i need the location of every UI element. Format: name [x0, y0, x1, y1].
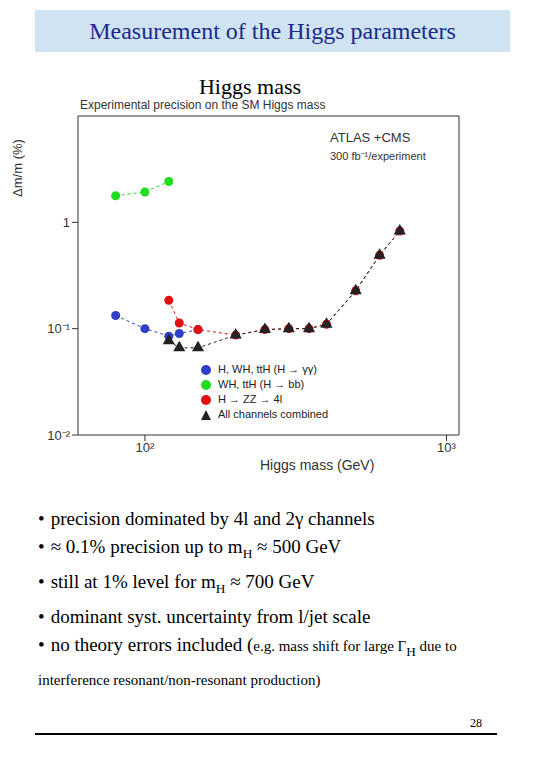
html-text:• no theory errors included (e: • no theory errors included (e.g. mass s… [38, 633, 457, 689]
html-text:WH, ttH (H → bb): WH, ttH (H → bb) [218, 378, 305, 390]
svg-text:10⁻²: 10⁻² [47, 428, 70, 443]
html-text:• ≈ 0.1% precision up to mH≈ 5: • ≈ 0.1% precision up to mH≈ 500 GeV [38, 536, 342, 561]
html-text:Higgs mass (GeV): Higgs mass (GeV) [260, 457, 375, 473]
svg-text:10⁻¹: 10⁻¹ [47, 321, 70, 336]
html-text:Measurement of the Higgs param: Measurement of the Higgs parameters [89, 17, 456, 44]
html-text:• dominant syst. uncertainty f: • dominant syst. uncertainty from l/jet … [38, 605, 371, 627]
html-text:• precision dominated by 4l an: • precision dominated by 4l and 2γ chann… [38, 508, 375, 529]
html-text:• still at 1% level for mH≈ 70: • still at 1% level for mH≈ 700 GeV [38, 570, 315, 596]
html-text:300 fb⁻¹/experiment: 300 fb⁻¹/experiment [330, 150, 426, 162]
html-text:28: 28 [470, 716, 482, 730]
svg-text:10²: 10² [136, 440, 155, 455]
html-text:ATLAS +CMS: ATLAS +CMS [330, 130, 411, 145]
html-text:Δm/m (%): Δm/m (%) [10, 139, 25, 197]
html-text:H → ZZ → 4l: H → ZZ → 4l [218, 393, 283, 405]
svg-text:1: 1 [63, 215, 70, 230]
html-text:All channels combined: All channels combined [218, 408, 329, 420]
svg-text:10³: 10³ [437, 440, 456, 455]
html-text:Higgs mass: Higgs mass [199, 74, 301, 99]
html-text:H, WH, ttH (H → γγ): H, WH, ttH (H → γγ) [218, 363, 317, 375]
html-text:Experimental precision on the: Experimental precision on the SM Higgs m… [80, 98, 326, 112]
